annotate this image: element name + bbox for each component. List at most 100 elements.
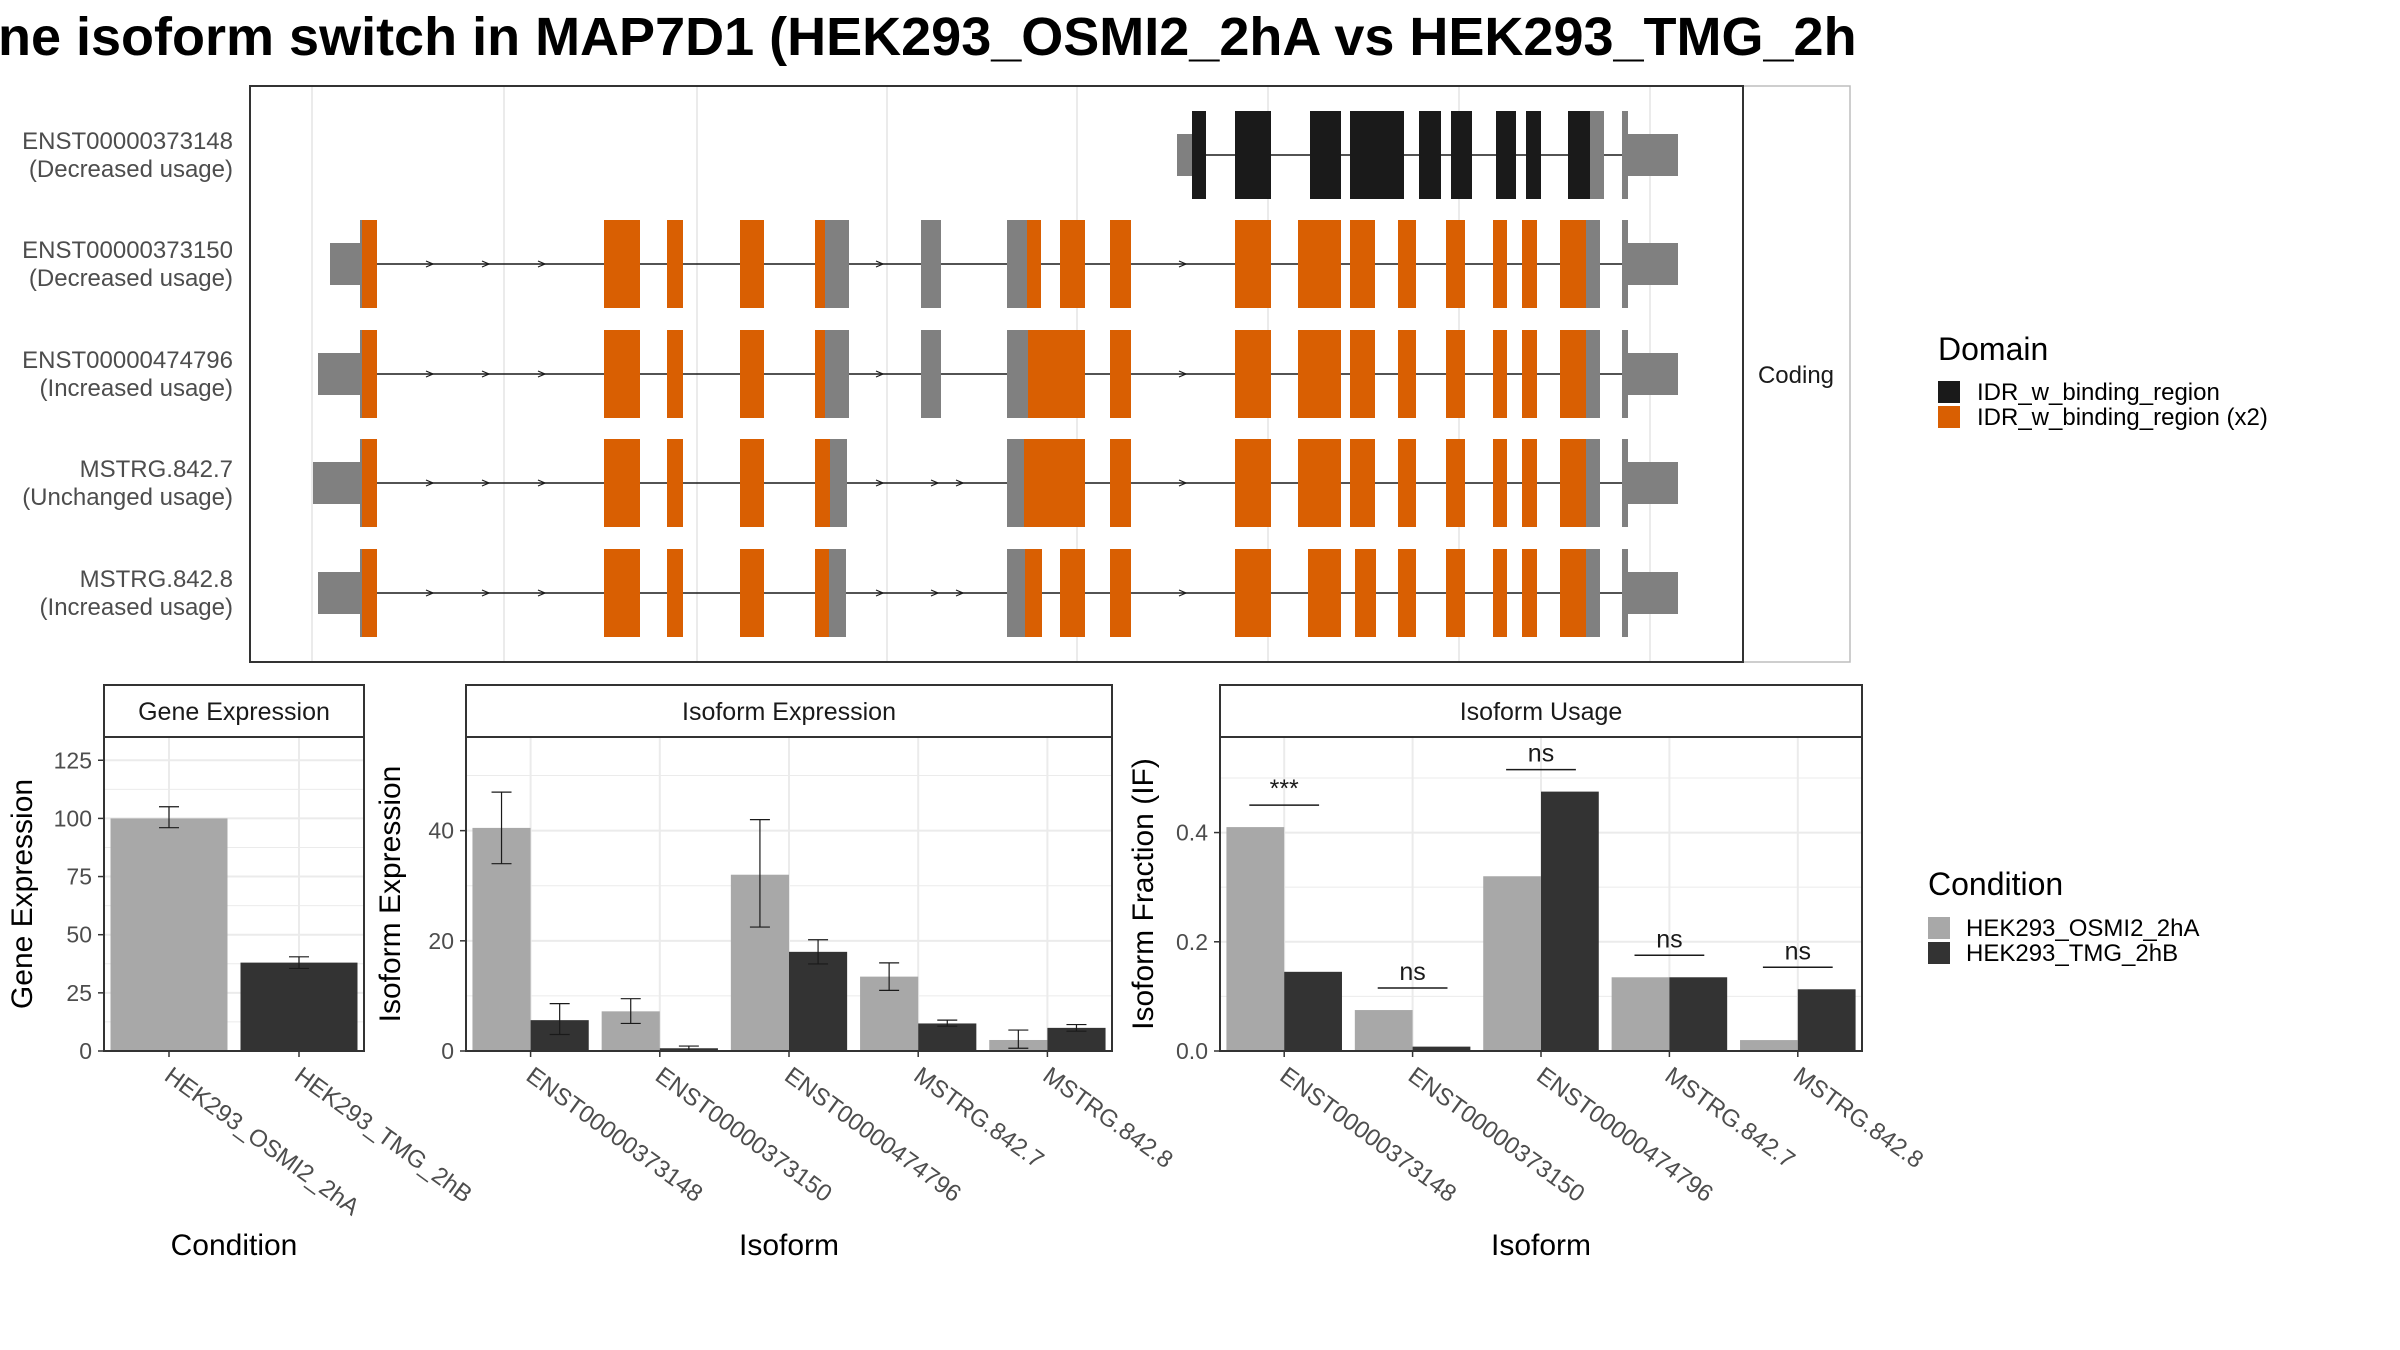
exon-block (604, 549, 640, 637)
exon-block (1419, 111, 1441, 199)
bar (1611, 977, 1670, 1051)
transcript-usage-label: (Unchanged usage) (22, 484, 233, 511)
x-tick-label: MSTRG.842.7 (909, 1062, 1049, 1174)
transcript-row: ENST00000474796(Increased usage) (22, 330, 1678, 418)
exon-block (1522, 439, 1537, 527)
significance-label: ns (1785, 937, 1811, 965)
panel-strip (465, 684, 1113, 738)
transcript-id-label: ENST00000373150 (22, 237, 233, 264)
exon-block (1446, 439, 1465, 527)
strand-arrow (875, 589, 885, 597)
strand-arrow (1178, 260, 1188, 268)
bar (1669, 977, 1728, 1051)
exon-block (825, 220, 849, 308)
error-bar (1066, 1023, 1087, 1032)
error-bar (620, 998, 641, 1025)
exon-block (667, 439, 683, 527)
strand-arrow (425, 370, 435, 378)
x-axis-title: Isoform (739, 1229, 839, 1262)
transcript-id-label: ENST00000474796 (22, 347, 233, 374)
strand-arrow (481, 589, 491, 597)
bar (1797, 989, 1856, 1051)
exon-block (1110, 220, 1131, 308)
domain-legend: Domain IDR_w_binding_regionIDR_w_binding_… (1938, 331, 2268, 431)
strand-arrow (425, 589, 435, 597)
exon-block (1298, 220, 1341, 308)
transcript-usage-label: (Decreased usage) (29, 265, 233, 292)
domain-legend-title: Domain (1938, 331, 2048, 367)
exon-block (667, 330, 683, 418)
exon-block (815, 220, 825, 308)
y-tick-label: 0 (441, 1038, 454, 1064)
exon-block (1235, 439, 1271, 527)
exon-block (1201, 111, 1206, 199)
strand-arrow (481, 260, 491, 268)
transcript-usage-label: (Decreased usage) (29, 156, 233, 183)
facet-strip-label: Coding (1758, 362, 1834, 389)
utr-block (1628, 134, 1678, 176)
exon-block (1310, 111, 1341, 199)
strand-arrow (481, 370, 491, 378)
transcript-id-label: ENST00000373148 (22, 128, 233, 155)
transcript-id-label: MSTRG.842.8 (80, 566, 233, 593)
exon-block (1522, 330, 1537, 418)
exon-block (1060, 220, 1085, 308)
y-tick-label: 75 (66, 864, 92, 890)
condition-legend-label: HEK293_OSMI2_2hA (1966, 915, 2199, 942)
condition-legend-key (1928, 917, 1950, 939)
exon-block (1560, 330, 1586, 418)
exon-block (1235, 330, 1271, 418)
exon-block (1007, 330, 1028, 418)
exon-block (362, 549, 377, 637)
exon-block (1398, 549, 1416, 637)
exon-block (1493, 220, 1507, 308)
strand-arrow (537, 479, 547, 487)
y-tick-label: 20 (428, 928, 454, 954)
strand-arrow (955, 479, 965, 487)
transcript-usage-label: (Increased usage) (40, 375, 233, 402)
exon-block (1373, 111, 1404, 199)
transcript-row: ENST00000373148(Decreased usage) (22, 111, 1678, 199)
condition-legend-key (1928, 942, 1950, 964)
strand-arrow (955, 589, 965, 597)
error-bar (159, 806, 179, 829)
error-bar (289, 956, 309, 970)
strand-arrow (930, 589, 940, 597)
exon-block (604, 330, 640, 418)
domain-legend-label: IDR_w_binding_region (1977, 379, 2220, 406)
bar (1354, 1010, 1413, 1051)
error-bar (491, 791, 512, 865)
utr-block (1628, 462, 1678, 504)
exon-block (1526, 111, 1541, 199)
exon-block (1446, 549, 1465, 637)
exon-block (1586, 330, 1600, 418)
exon-block (1560, 439, 1586, 527)
exon-block (1355, 549, 1376, 637)
exon-block (815, 439, 830, 527)
utr-block (330, 243, 360, 285)
utr-block (1177, 134, 1192, 176)
significance-label: ns (1528, 740, 1554, 768)
significance-label: ns (1399, 958, 1425, 986)
utr-block (313, 462, 360, 504)
structure-panel-border (249, 85, 1744, 663)
exon-block (667, 549, 683, 637)
utr-block (1628, 243, 1678, 285)
y-axis-title: Isoform Expression (374, 766, 407, 1023)
bar (1541, 791, 1599, 1051)
strand-arrow (537, 589, 547, 597)
exon-block (1622, 220, 1628, 308)
exon-block (1350, 111, 1374, 199)
panel-strip (103, 684, 365, 738)
exon-block (1350, 220, 1375, 308)
exon-block (1568, 111, 1590, 199)
exon-block (1493, 439, 1507, 527)
exon-block (1060, 549, 1085, 637)
y-axis-title: Gene Expression (6, 779, 39, 1009)
exon-block (1590, 111, 1604, 199)
bar (1412, 1046, 1471, 1051)
exon-block (1027, 220, 1041, 308)
exon-block (362, 439, 377, 527)
exon-block (1622, 549, 1628, 637)
